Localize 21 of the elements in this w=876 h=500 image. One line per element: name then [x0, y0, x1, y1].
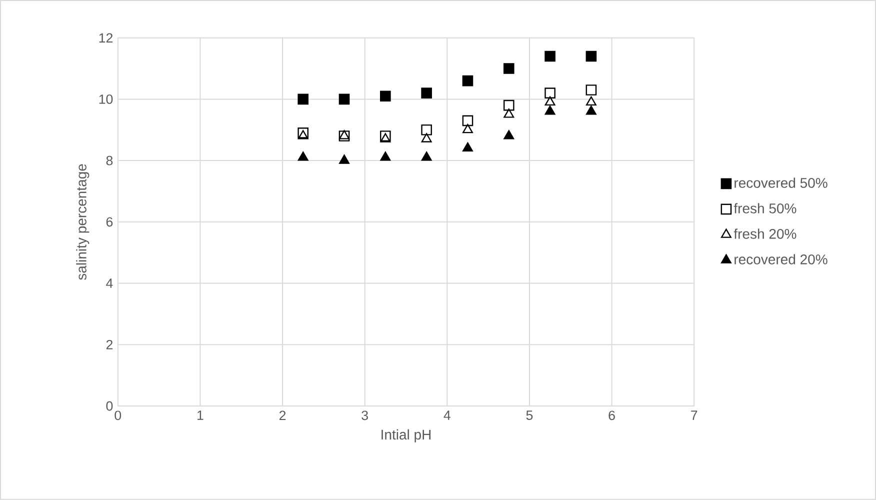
x-tick-label: 2	[279, 410, 286, 420]
legend-label: recovered 20%	[734, 254, 828, 264]
y-tick-label: 2	[106, 340, 113, 350]
x-tick-label: 7	[691, 410, 698, 420]
y-tick-label: 10	[99, 94, 113, 104]
legend-label: fresh 50%	[734, 203, 796, 214]
y-tick-label: 12	[99, 33, 113, 43]
x-tick-label: 6	[608, 410, 615, 420]
x-tick-label: 3	[362, 410, 368, 420]
legend-label: fresh 20%	[734, 228, 796, 239]
x-tick-label: 1	[198, 410, 204, 420]
y-tick-label: 0	[106, 401, 113, 411]
x-axis-title: Intial pH	[382, 429, 431, 442]
x-tick-label: 5	[526, 410, 533, 420]
legend-label: recovered 50%	[734, 178, 828, 188]
x-tick-label: 0	[114, 410, 122, 420]
y-axis-title: salinity percentage	[76, 164, 90, 280]
y-tick-label: 6	[106, 217, 113, 227]
x-tick-label: 4	[444, 410, 450, 420]
y-tick-label: 4	[106, 278, 113, 288]
y-tick-label: 8	[106, 156, 113, 166]
